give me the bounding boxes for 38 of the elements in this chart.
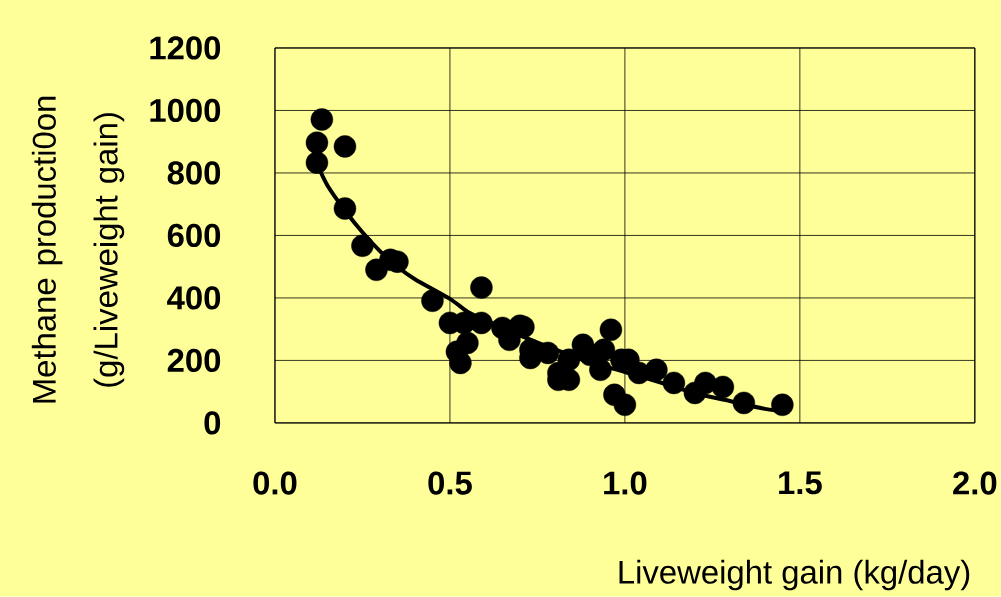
x-tick-label: 0.0 bbox=[253, 471, 297, 495]
point bbox=[662, 371, 686, 395]
point bbox=[351, 234, 374, 258]
point bbox=[771, 393, 794, 417]
point bbox=[732, 391, 756, 415]
point bbox=[599, 318, 623, 342]
point bbox=[470, 276, 493, 299]
point bbox=[305, 131, 329, 154]
point bbox=[305, 151, 329, 174]
point bbox=[711, 375, 735, 399]
point bbox=[627, 361, 651, 385]
x-tick-label: 1.5 bbox=[779, 471, 822, 495]
point bbox=[333, 135, 357, 158]
point bbox=[557, 348, 581, 372]
y-tick-label: 1000 bbox=[150, 98, 221, 123]
point bbox=[592, 338, 616, 362]
x-tick-label: 0.5 bbox=[428, 471, 472, 495]
y-tick-label: 1200 bbox=[150, 36, 221, 60]
x-axis-title: Liveweight gain (kg/day) bbox=[619, 559, 970, 591]
point bbox=[449, 351, 472, 375]
point bbox=[456, 331, 479, 355]
point bbox=[310, 108, 334, 131]
point bbox=[421, 289, 444, 312]
point bbox=[470, 311, 493, 335]
point bbox=[645, 358, 668, 382]
y-tick-label: 800 bbox=[167, 161, 221, 185]
point bbox=[333, 197, 357, 220]
point bbox=[694, 371, 717, 395]
point bbox=[613, 393, 637, 417]
x-tick-label: 2.0 bbox=[953, 471, 997, 495]
y-tick-label: 600 bbox=[167, 223, 221, 248]
y-tick-label: 200 bbox=[167, 348, 221, 373]
point bbox=[365, 258, 388, 282]
y-tick-label: 0 bbox=[204, 411, 221, 435]
x-tick-label: 1.0 bbox=[604, 471, 647, 495]
y-tick-label: 400 bbox=[167, 286, 221, 310]
point bbox=[589, 358, 612, 382]
y-axis-title: Methane producti0on (g/Liveweight gain) bbox=[31, 96, 125, 403]
